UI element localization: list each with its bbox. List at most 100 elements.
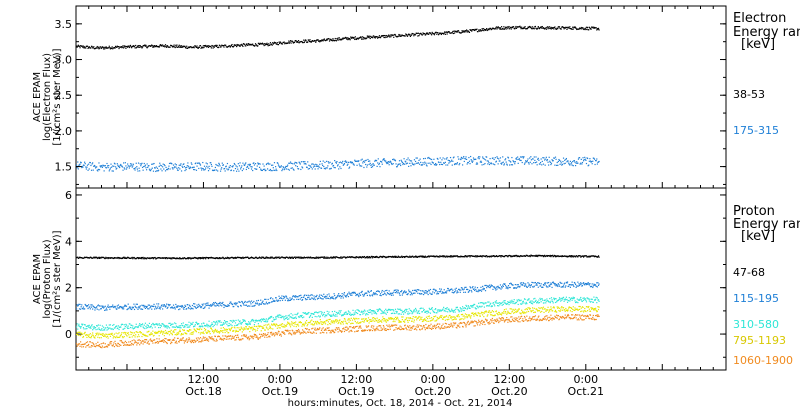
data-point (267, 45, 269, 47)
data-point (459, 162, 461, 165)
data-point (367, 311, 370, 313)
data-point (124, 325, 126, 328)
data-point (581, 284, 584, 287)
data-point (489, 157, 491, 160)
data-point (354, 291, 356, 293)
data-point (490, 302, 492, 304)
data-point (309, 315, 311, 318)
data-point (107, 337, 109, 339)
data-point (168, 327, 171, 329)
data-point (358, 295, 360, 298)
data-point (129, 326, 132, 329)
data-point (471, 161, 473, 163)
data-point (181, 333, 183, 336)
data-point (84, 46, 86, 48)
data-point (178, 305, 180, 307)
data-point (382, 311, 385, 313)
data-point (406, 162, 409, 164)
data-point (257, 303, 259, 305)
data-point (127, 163, 129, 165)
data-point (489, 287, 491, 289)
data-point (199, 306, 202, 308)
data-point (588, 256, 590, 258)
data-point (428, 307, 430, 309)
data-point (241, 331, 243, 333)
data-point (286, 297, 288, 299)
data-point (224, 322, 226, 324)
data-point (392, 256, 394, 258)
data-point (105, 336, 108, 338)
data-point (453, 291, 456, 293)
data-point (233, 45, 235, 47)
data-point (277, 325, 280, 327)
data-point (531, 286, 534, 288)
data-point (97, 334, 99, 336)
data-point (229, 164, 231, 167)
data-point (495, 255, 497, 257)
data-point (433, 292, 436, 294)
data-point (245, 45, 247, 47)
data-point (287, 300, 289, 302)
data-point (379, 309, 382, 311)
data-point (262, 319, 264, 321)
data-point (546, 159, 549, 161)
data-point (328, 311, 330, 313)
data-point (386, 36, 388, 38)
data-point (237, 324, 239, 326)
data-point (572, 284, 574, 286)
data-point (226, 305, 229, 307)
data-point (261, 42, 264, 44)
data-point (100, 166, 102, 168)
data-point (240, 166, 242, 169)
data-point (222, 45, 225, 47)
data-point (363, 166, 365, 169)
data-point (439, 157, 441, 159)
data-point (420, 32, 422, 34)
data-point (452, 32, 455, 35)
data-point (370, 311, 372, 313)
data-point (558, 158, 560, 161)
data-point (124, 45, 126, 47)
data-point (440, 33, 442, 36)
data-point (523, 156, 525, 158)
data-point (418, 289, 420, 291)
data-point (184, 332, 186, 334)
data-point (100, 46, 102, 48)
data-point (296, 314, 298, 316)
data-point (325, 39, 327, 42)
data-point (107, 166, 109, 169)
data-point (330, 297, 332, 299)
data-point (372, 311, 374, 313)
data-point (80, 306, 82, 308)
data-point (566, 281, 569, 283)
data-point (118, 257, 120, 260)
data-point (416, 162, 418, 164)
data-point (100, 257, 102, 259)
data-point (545, 27, 547, 29)
data-point (528, 163, 530, 165)
data-point (255, 319, 257, 321)
data-point (218, 330, 220, 333)
data-point (126, 335, 128, 337)
data-point (84, 163, 86, 165)
data-point (591, 298, 593, 301)
data-point (162, 163, 164, 165)
data-point (535, 283, 538, 285)
data-point (153, 162, 155, 165)
data-point (214, 169, 216, 171)
data-point (297, 168, 300, 170)
data-point (164, 332, 166, 334)
data-point (577, 162, 579, 164)
data-point (510, 283, 512, 285)
data-point (592, 285, 594, 287)
data-point (103, 170, 105, 172)
data-point (168, 322, 170, 325)
data-point (261, 318, 263, 320)
data-point (98, 256, 100, 258)
data-point (211, 323, 214, 326)
data-point (121, 165, 123, 167)
data-point (137, 170, 139, 172)
data-point (124, 333, 126, 335)
data-point (331, 297, 333, 299)
data-point (301, 166, 303, 168)
